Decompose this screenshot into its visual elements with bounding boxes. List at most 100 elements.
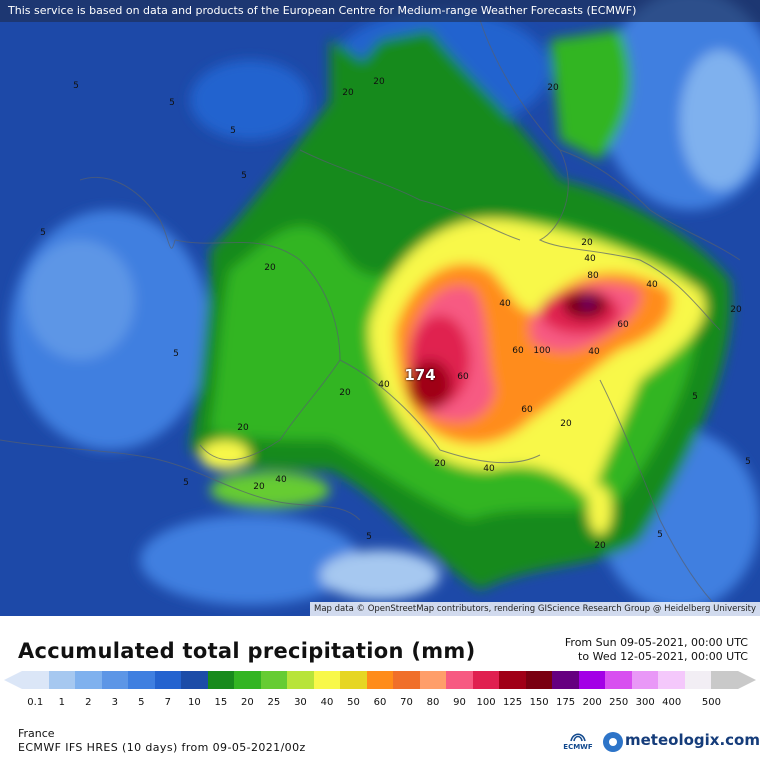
legend-swatch bbox=[525, 671, 553, 689]
legend-swatch bbox=[552, 671, 580, 689]
legend-swatch bbox=[446, 671, 474, 689]
legend-tick-label: 175 bbox=[556, 697, 576, 708]
contour-label: 20 bbox=[560, 419, 572, 429]
legend-tick-label: 500 bbox=[701, 697, 722, 708]
legend-swatch bbox=[101, 671, 129, 689]
ecmwf-logo-icon bbox=[570, 733, 586, 742]
contour-label: 20 bbox=[730, 305, 742, 315]
contour-label: 60 bbox=[521, 405, 533, 415]
precipitation-map[interactable]: This service is based on data and produc… bbox=[0, 0, 760, 616]
contour-label: 40 bbox=[584, 254, 596, 264]
contour-label: 5 bbox=[745, 457, 751, 467]
contour-label: 5 bbox=[173, 349, 179, 359]
legend-tick-label: 15 bbox=[214, 697, 228, 708]
legend-tick-label: 25 bbox=[267, 697, 281, 708]
legend-tick-label: 250 bbox=[609, 697, 629, 708]
contour-label: 20 bbox=[264, 263, 276, 273]
model-label: ECMWF IFS HRES (10 days) from 09-05-2021… bbox=[18, 741, 306, 754]
legend-tick-label: 150 bbox=[529, 697, 549, 708]
legend-tick-label: 1 bbox=[58, 697, 65, 708]
contour-label: 40 bbox=[499, 299, 511, 309]
contour-label: 80 bbox=[587, 271, 599, 281]
legend-tick-label: 20 bbox=[241, 697, 254, 708]
contour-label: 40 bbox=[646, 280, 658, 290]
precipitation-field bbox=[0, 0, 760, 611]
chart-title: Accumulated total precipitation (mm) bbox=[18, 639, 476, 663]
legend-swatch bbox=[631, 671, 659, 689]
map-attribution: Map data © OpenStreetMap contributors, r… bbox=[310, 602, 760, 616]
legend-tick-label: 300 bbox=[635, 697, 655, 708]
legend-swatch bbox=[22, 671, 50, 689]
contour-label: 5 bbox=[230, 126, 236, 136]
contour-label: 5 bbox=[169, 98, 175, 108]
contour-label: 20 bbox=[342, 88, 354, 98]
legend-swatch bbox=[366, 671, 394, 689]
legend-swatch bbox=[340, 671, 368, 689]
legend-tick-label: 10 bbox=[187, 697, 201, 708]
legend-tick-label: 3 bbox=[111, 697, 118, 708]
contour-label: 40 bbox=[275, 475, 287, 485]
legend-tick-label: 50 bbox=[347, 697, 360, 708]
legend-swatch bbox=[128, 671, 156, 689]
contour-label: 5 bbox=[73, 81, 79, 91]
legend-swatch bbox=[234, 671, 262, 689]
contour-label: 60 bbox=[457, 372, 469, 382]
contour-label: 20 bbox=[581, 238, 593, 248]
legend-swatch bbox=[684, 671, 712, 689]
legend-tick-label: 125 bbox=[503, 697, 523, 708]
legend-tick-label: 70 bbox=[400, 697, 413, 708]
legend-tick-label: 0.1 bbox=[27, 697, 44, 708]
legend-swatch bbox=[605, 671, 633, 689]
legend-swatch bbox=[75, 671, 103, 689]
contour-label: 20 bbox=[434, 459, 446, 469]
contour-label: 60 bbox=[617, 320, 629, 330]
meteologix-brand: meteologix.com bbox=[625, 731, 760, 749]
period-to: to Wed 12-05-2021, 00:00 UTC bbox=[578, 650, 748, 663]
legend-tick-label: 2 bbox=[85, 697, 92, 708]
legend-swatch bbox=[260, 671, 288, 689]
legend-swatch bbox=[499, 671, 527, 689]
legend-swatch bbox=[207, 671, 235, 689]
contour-label: 5 bbox=[40, 228, 46, 238]
legend-left-arrow bbox=[4, 671, 22, 689]
legend-swatch bbox=[419, 671, 447, 689]
contour-label: 20 bbox=[547, 83, 559, 93]
legend-swatch bbox=[181, 671, 209, 689]
contour-label: 20 bbox=[373, 77, 385, 87]
legend-swatch bbox=[711, 671, 739, 689]
legend-swatch bbox=[578, 671, 606, 689]
legend-tick-label: 30 bbox=[294, 697, 307, 708]
period-from: From Sun 09-05-2021, 00:00 UTC bbox=[564, 636, 748, 649]
contour-label: 5 bbox=[692, 392, 698, 402]
contour-label: 20 bbox=[594, 541, 606, 551]
legend-swatch bbox=[658, 671, 686, 689]
contour-label: 100 bbox=[533, 346, 551, 356]
contour-label: 40 bbox=[483, 464, 495, 474]
legend-tick-label: 80 bbox=[426, 697, 440, 708]
legend-tick-label: 200 bbox=[582, 697, 602, 708]
legend-tick-label: 60 bbox=[373, 697, 387, 708]
legend-tick-label: 7 bbox=[164, 697, 172, 708]
legend-tick-label: 400 bbox=[662, 697, 682, 708]
legend-tick-label: 90 bbox=[453, 697, 466, 708]
ecmwf-logo[interactable]: ECMWF bbox=[562, 728, 594, 756]
ecmwf-logo-text: ECMWF bbox=[563, 743, 593, 751]
max-value-label: 174 bbox=[404, 366, 436, 384]
contour-label: 20 bbox=[339, 388, 351, 398]
ecmwf-notice: This service is based on data and produc… bbox=[0, 0, 760, 22]
contour-label: 20 bbox=[237, 423, 249, 433]
legend-tick-label: 100 bbox=[476, 697, 496, 708]
legend-tick-label: 40 bbox=[320, 697, 334, 708]
legend-swatch bbox=[154, 671, 182, 689]
contour-label: 5 bbox=[241, 171, 247, 181]
contour-label: 40 bbox=[588, 347, 600, 357]
legend-swatch bbox=[313, 671, 341, 689]
contour-label: 40 bbox=[378, 380, 390, 390]
contour-label: 20 bbox=[253, 482, 265, 492]
legend-swatch bbox=[287, 671, 315, 689]
legend-swatch bbox=[472, 671, 500, 689]
legend-tick-label: 5 bbox=[138, 697, 145, 708]
contour-label: 5 bbox=[183, 478, 189, 488]
legend-right-arrow bbox=[738, 671, 756, 689]
legend-swatch bbox=[393, 671, 421, 689]
